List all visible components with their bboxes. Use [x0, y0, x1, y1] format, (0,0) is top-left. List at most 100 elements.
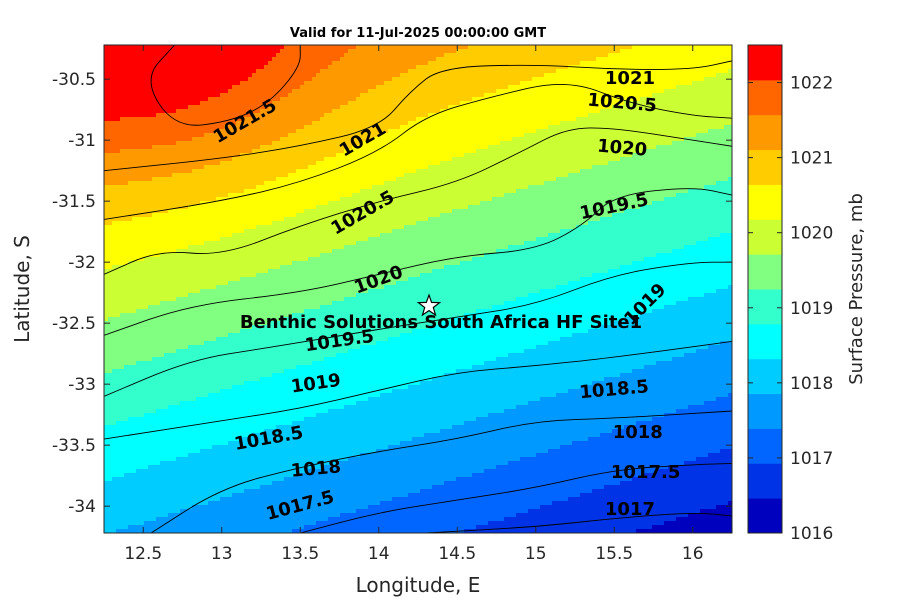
field-cell	[176, 409, 181, 414]
field-cell	[188, 101, 193, 106]
field-cell	[116, 257, 121, 262]
field-cell	[224, 325, 229, 330]
field-cell	[212, 397, 217, 402]
field-cell	[196, 57, 201, 62]
field-cell	[232, 201, 237, 206]
field-cell	[176, 361, 181, 366]
field-cell	[184, 297, 189, 302]
field-cell	[120, 365, 125, 370]
field-cell	[176, 57, 181, 62]
field-cell	[236, 505, 241, 510]
field-cell	[180, 217, 185, 222]
field-cell	[232, 333, 237, 338]
field-cell	[232, 217, 237, 222]
field-cell	[192, 93, 197, 98]
field-cell	[212, 481, 217, 486]
field-cell	[152, 417, 157, 422]
field-cell	[208, 509, 213, 514]
field-cell	[176, 45, 181, 50]
field-cell	[148, 145, 153, 150]
field-cell	[232, 65, 237, 70]
field-cell	[256, 169, 261, 174]
field-cell	[244, 425, 249, 430]
field-cell	[164, 85, 169, 90]
field-cell	[172, 137, 177, 142]
field-cell	[116, 57, 121, 62]
field-cell	[152, 369, 157, 374]
field-cell	[188, 421, 193, 426]
field-cell	[168, 413, 173, 418]
field-cell	[200, 69, 205, 74]
field-cell	[228, 205, 233, 210]
field-cell	[208, 97, 213, 102]
field-cell	[104, 265, 109, 270]
field-cell	[196, 145, 201, 150]
field-cell	[112, 437, 117, 442]
field-cell	[116, 85, 121, 90]
field-cell	[116, 521, 121, 526]
field-cell	[168, 221, 173, 226]
field-cell	[152, 305, 157, 310]
field-cell	[236, 325, 241, 330]
field-cell	[236, 385, 241, 390]
field-cell	[184, 53, 189, 58]
field-cell	[172, 517, 177, 522]
field-cell	[228, 349, 233, 354]
field-cell	[220, 305, 225, 310]
field-cell	[108, 413, 113, 418]
field-cell	[136, 437, 141, 442]
field-cell	[212, 357, 217, 362]
field-cell	[244, 45, 249, 50]
field-cell	[172, 221, 177, 226]
field-cell	[200, 513, 205, 518]
field-cell	[228, 225, 233, 230]
field-cell	[196, 521, 201, 526]
field-cell	[132, 393, 137, 398]
field-cell	[132, 213, 137, 218]
field-cell	[196, 213, 201, 218]
field-cell	[120, 405, 125, 410]
field-cell	[120, 505, 125, 510]
field-cell	[232, 113, 237, 118]
field-cell	[108, 145, 113, 150]
field-cell	[244, 173, 249, 178]
field-cell	[112, 201, 117, 206]
field-cell	[104, 465, 109, 470]
field-cell	[212, 89, 217, 94]
field-cell	[136, 285, 141, 290]
field-cell	[192, 197, 197, 202]
field-cell	[140, 429, 145, 434]
field-cell	[224, 385, 229, 390]
field-cell	[164, 237, 169, 242]
field-cell	[128, 125, 133, 130]
field-cell	[228, 325, 233, 330]
field-cell	[164, 173, 169, 178]
field-cell	[112, 529, 117, 533]
field-cell	[164, 93, 169, 98]
field-cell	[156, 93, 161, 98]
field-cell	[164, 177, 169, 182]
field-cell	[192, 137, 197, 142]
field-cell	[192, 149, 197, 154]
field-cell	[236, 357, 241, 362]
field-cell	[248, 257, 253, 262]
field-cell	[108, 193, 113, 198]
field-cell	[120, 221, 125, 226]
field-cell	[148, 365, 153, 370]
field-cell	[156, 77, 161, 82]
field-cell	[112, 349, 117, 354]
field-cell	[116, 293, 121, 298]
field-cell	[128, 329, 133, 334]
field-cell	[188, 229, 193, 234]
field-cell	[220, 197, 225, 202]
field-cell	[116, 249, 121, 254]
field-cell	[240, 309, 245, 314]
field-cell	[248, 89, 253, 94]
field-cell	[140, 93, 145, 98]
field-cell	[156, 421, 161, 426]
field-cell	[164, 509, 169, 514]
field-cell	[124, 321, 129, 326]
field-cell	[240, 181, 245, 186]
field-cell	[124, 317, 129, 322]
field-cell	[220, 477, 225, 482]
